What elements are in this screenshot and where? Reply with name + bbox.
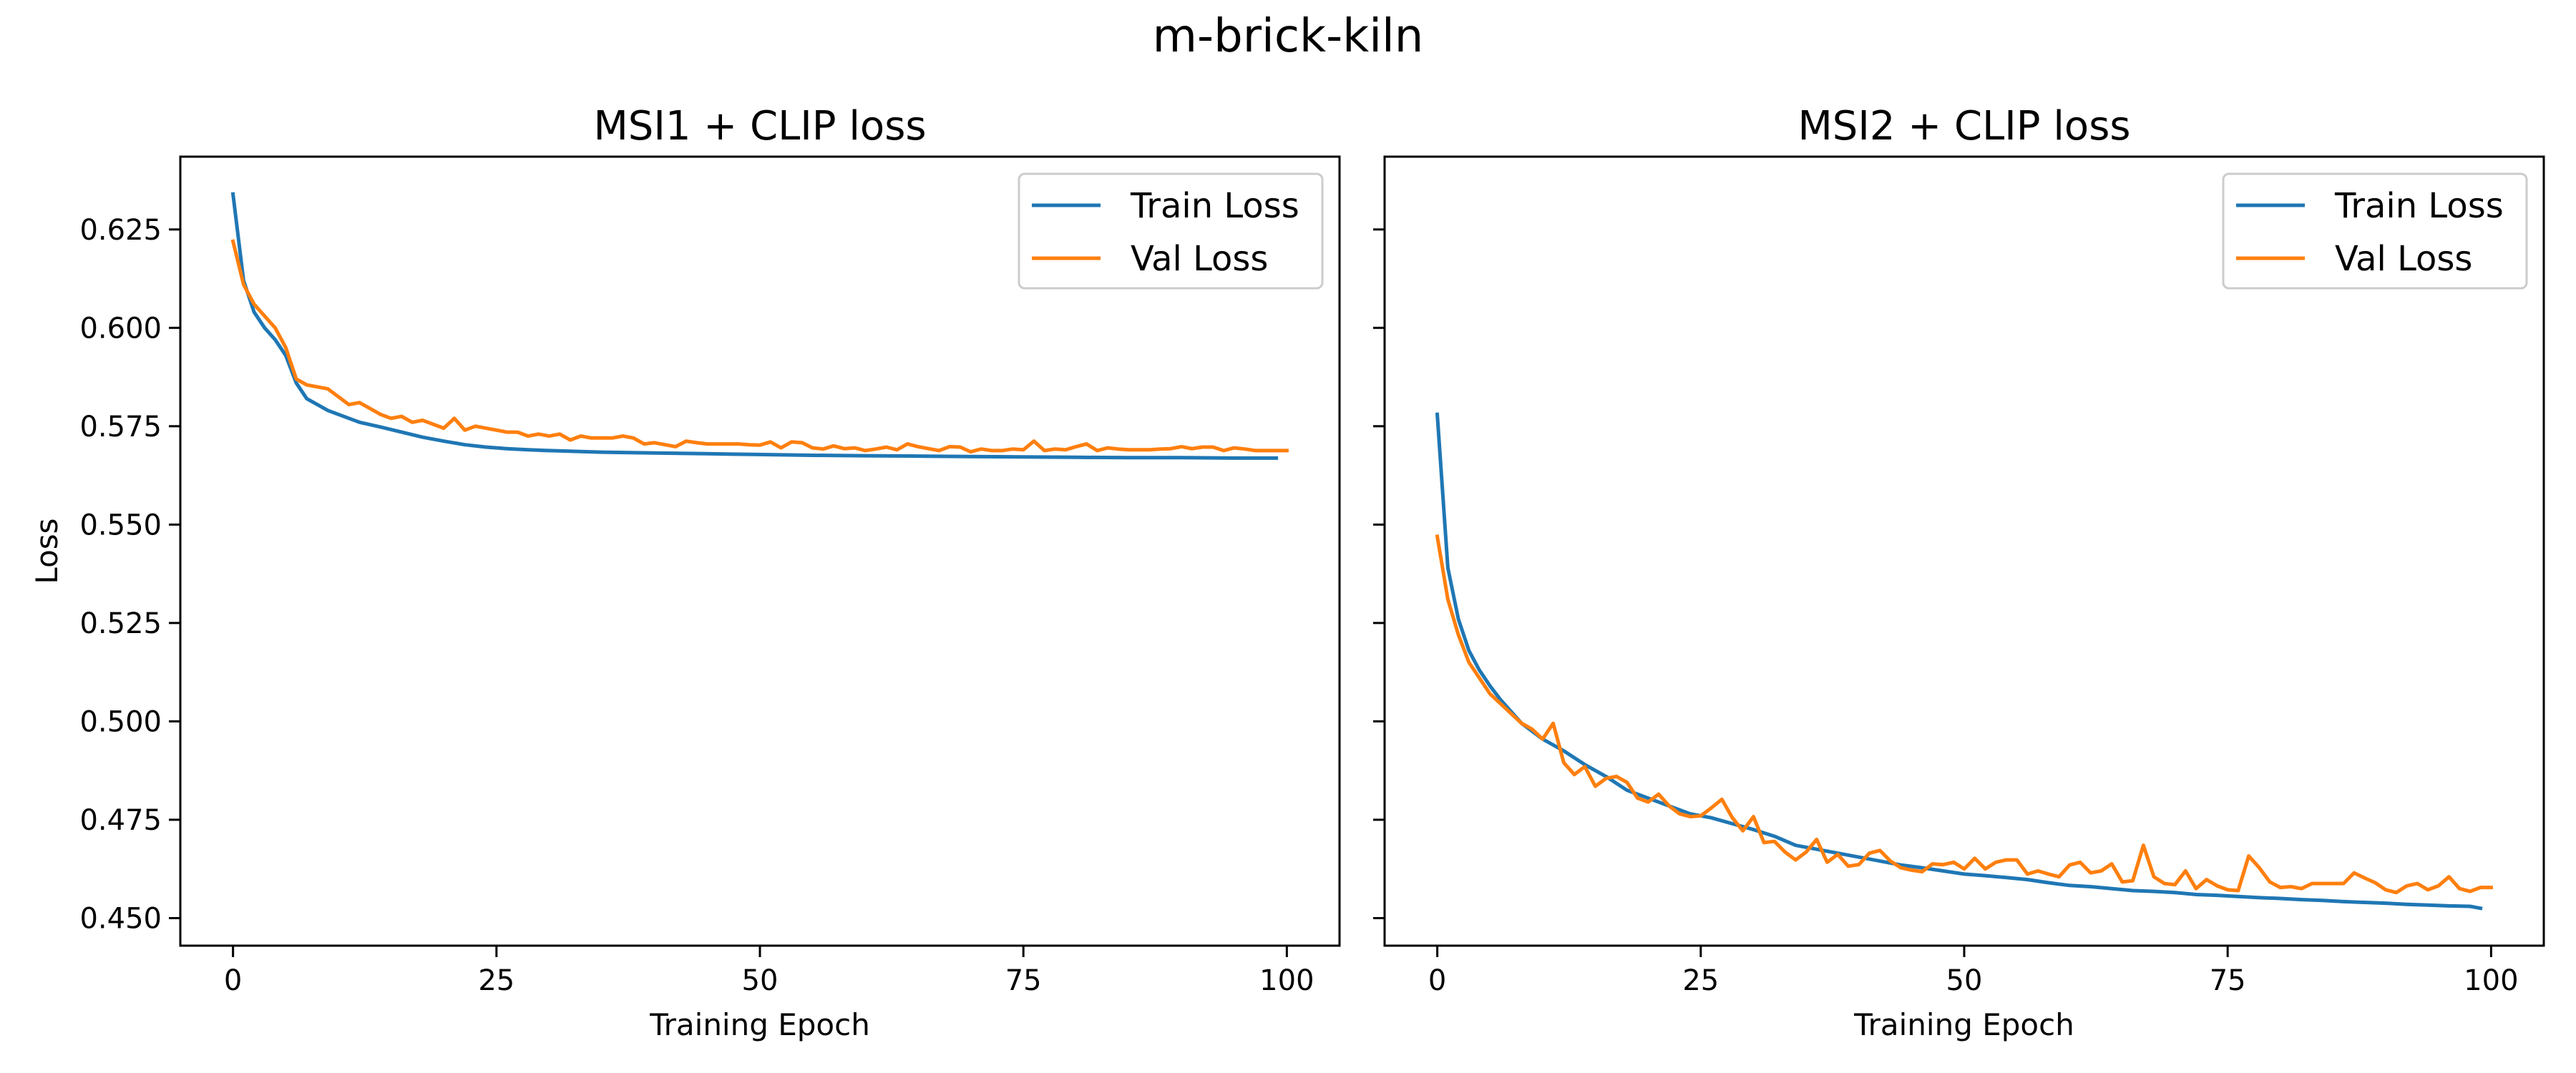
y-tick-label: 0.600 [79,312,162,345]
y-tick-label: 0.625 [79,214,162,247]
x-tick-label: 0 [1428,964,1446,997]
chart-title: MSI2 + CLIP loss [1797,103,2130,150]
x-tick-label: 75 [1005,964,1042,997]
y-tick-label: 0.550 [79,509,162,542]
legend: Train Loss Val Loss [1018,172,1324,290]
y-tick-label: 0.500 [79,705,162,738]
legend-label: Train Loss [1130,186,1299,226]
series-line-val-loss [1435,534,2493,895]
y-tick-label: 0.450 [79,902,162,935]
x-tick-label: 25 [478,964,514,997]
y-tick-label: 0.575 [79,411,162,444]
chart-panel-2: MSI2 + CLIP loss 0 25 50 75 100 Training Epoch… [1373,103,2545,1042]
x-tick-label: 50 [742,964,779,997]
chart-title: MSI1 + CLIP loss [593,103,926,150]
x-tick-label: 75 [2210,964,2246,997]
x-tick-label: 50 [1946,964,1983,997]
legend-label: Val Loss [2335,239,2472,279]
x-axis-label: Training Epoch [1853,1007,2074,1042]
y-tick-label: 0.525 [79,607,162,640]
legend-label: Train Loss [2334,186,2504,226]
x-tick-label: 100 [1259,964,1314,997]
chart-panel-1: MSI1 + CLIP loss 0 25 50 75 100 0.450 0.475 0.50… [29,103,1341,1042]
legend: Train Loss Val Loss [2222,172,2528,290]
y-axis-label: Loss [29,518,64,584]
x-axis-label: Training Epoch [649,1007,870,1042]
y-tick-label: 0.475 [79,804,162,837]
series-line-train-loss [1435,412,2483,911]
legend-label: Val Loss [1131,239,1268,279]
x-tick-label: 0 [224,964,242,997]
figure-suptitle: m-brick-kiln [1152,10,1424,63]
series-line-val-loss [230,239,1289,454]
x-tick-label: 25 [1682,964,1719,997]
x-tick-label: 100 [2464,964,2518,997]
